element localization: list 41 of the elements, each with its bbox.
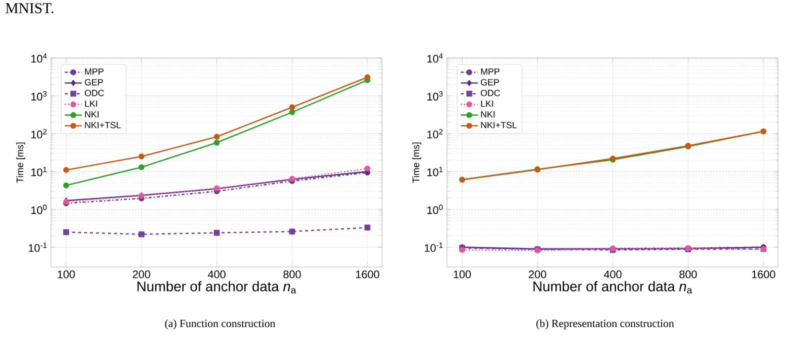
x-tick-label: 800 (679, 270, 697, 278)
y-tick-label: 10$^{4}$ (427, 53, 443, 63)
y-axis-title: Time [ms] (412, 142, 422, 183)
text: (a) Function construction (165, 319, 276, 330)
legend-label: MPP (481, 68, 500, 75)
legend-label: NKI+TSL (481, 122, 517, 128)
legend-label: GEP (84, 79, 103, 86)
y-tick-label: 10$^{3}$ (427, 91, 443, 101)
x-tick-label: 1600 (752, 270, 776, 278)
y-tick-label: 10$^{1}$ (427, 166, 443, 176)
y-tick-label: 10$^{-1}$ (424, 242, 443, 252)
y-tick-label: 10$^{0}$ (31, 204, 47, 214)
legend-label: NKI (85, 111, 99, 118)
legend-label: NKI (481, 111, 495, 118)
legend-label: MPP (85, 68, 104, 75)
legend-label: ODC (84, 90, 104, 96)
x-tick-label: 400 (604, 270, 622, 278)
y-tick-label: 10$^{0}$ (427, 204, 443, 214)
y-tick-label: 10$^{2}$ (31, 128, 47, 138)
legend-label: LKI (481, 100, 494, 107)
legend-label: GEP (480, 79, 499, 86)
x-tick-label: 100 (58, 270, 75, 278)
x-axis-title: Number of anchor data n$_{a}$ (138, 281, 296, 294)
x-tick-label: 100 (454, 270, 471, 278)
y-tick-label: 10$^{3}$ (31, 91, 47, 101)
y-tick-label: 10$^{2}$ (427, 128, 443, 138)
x-tick-label: 1600 (356, 270, 380, 278)
legend-label: LKI (85, 100, 98, 107)
y-tick-label: 10$^{1}$ (31, 166, 47, 176)
x-tick-label: 200 (528, 270, 546, 278)
legend-label: ODC (480, 90, 500, 96)
x-tick-label: 400 (208, 270, 226, 278)
text: MNIST. (6, 3, 54, 14)
x-tick-label: 200 (132, 270, 150, 278)
y-tick-label: 10$^{-1}$ (28, 242, 47, 252)
x-tick-label: 800 (283, 270, 301, 278)
x-axis-title: Number of anchor data n$_{a}$ (534, 281, 692, 294)
y-axis-title: Time [ms] (16, 142, 26, 183)
y-tick-label: 10$^{4}$ (31, 53, 47, 63)
text: (b) Representation construction (536, 319, 674, 330)
legend-label: NKI+TSL (85, 122, 121, 128)
